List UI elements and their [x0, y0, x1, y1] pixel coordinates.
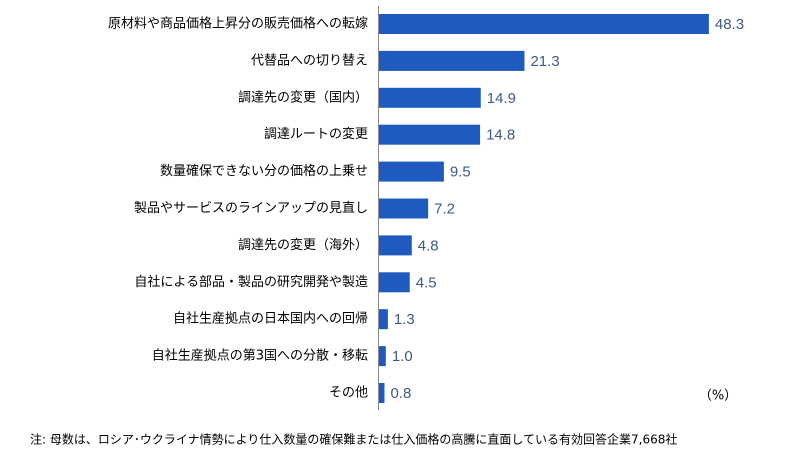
- value-label: 0.8: [390, 385, 411, 402]
- note: 注: 母数は、ロシア･ウクライナ情勢により仕入数量の確保難または仕入価格の高騰に…: [30, 432, 677, 447]
- category-label: 原材料や商品価格上昇分の販売価格への転嫁: [108, 16, 368, 32]
- category-label: 調達ルートの変更: [264, 126, 368, 142]
- bar: [379, 161, 444, 182]
- value-label: 21.3: [530, 53, 559, 70]
- value-label: 14.8: [486, 127, 515, 144]
- category-label: 調達先の変更（国内）: [238, 89, 368, 105]
- value-label: 1.3: [394, 311, 415, 328]
- category-label: 製品やサービスのラインアップの見直し: [134, 201, 368, 216]
- category-label: 調達先の変更（海外）: [238, 237, 368, 253]
- category-label: 自社生産拠点の日本国内への回帰: [173, 311, 368, 327]
- value-label: 7.2: [434, 200, 455, 217]
- value-label: 4.8: [418, 237, 439, 254]
- bar: [379, 235, 412, 256]
- value-label: 4.5: [416, 274, 437, 291]
- bar: [379, 346, 386, 367]
- bar: [379, 383, 385, 403]
- bar: [379, 309, 388, 330]
- value-label: 9.5: [450, 164, 471, 181]
- value-label: 14.9: [487, 90, 516, 107]
- category-label: 代替品への切り替え: [251, 53, 368, 68]
- category-label: その他: [329, 386, 368, 401]
- bar: [379, 87, 481, 108]
- value-label: 1.0: [392, 348, 413, 365]
- bar: [379, 198, 429, 219]
- value-label: 48.3: [715, 16, 744, 33]
- bar: [379, 272, 410, 293]
- category-label: 自社生産拠点の第3国への分散・移転: [152, 348, 368, 364]
- category-label: 数量確保できない分の価格の上乗せ: [160, 163, 368, 179]
- unit-label: （%）: [699, 389, 737, 404]
- bar: [379, 50, 525, 71]
- bar: [379, 14, 709, 34]
- bar: [379, 124, 481, 145]
- category-label: 自社による部品・製品の研究開発や製造: [134, 274, 368, 290]
